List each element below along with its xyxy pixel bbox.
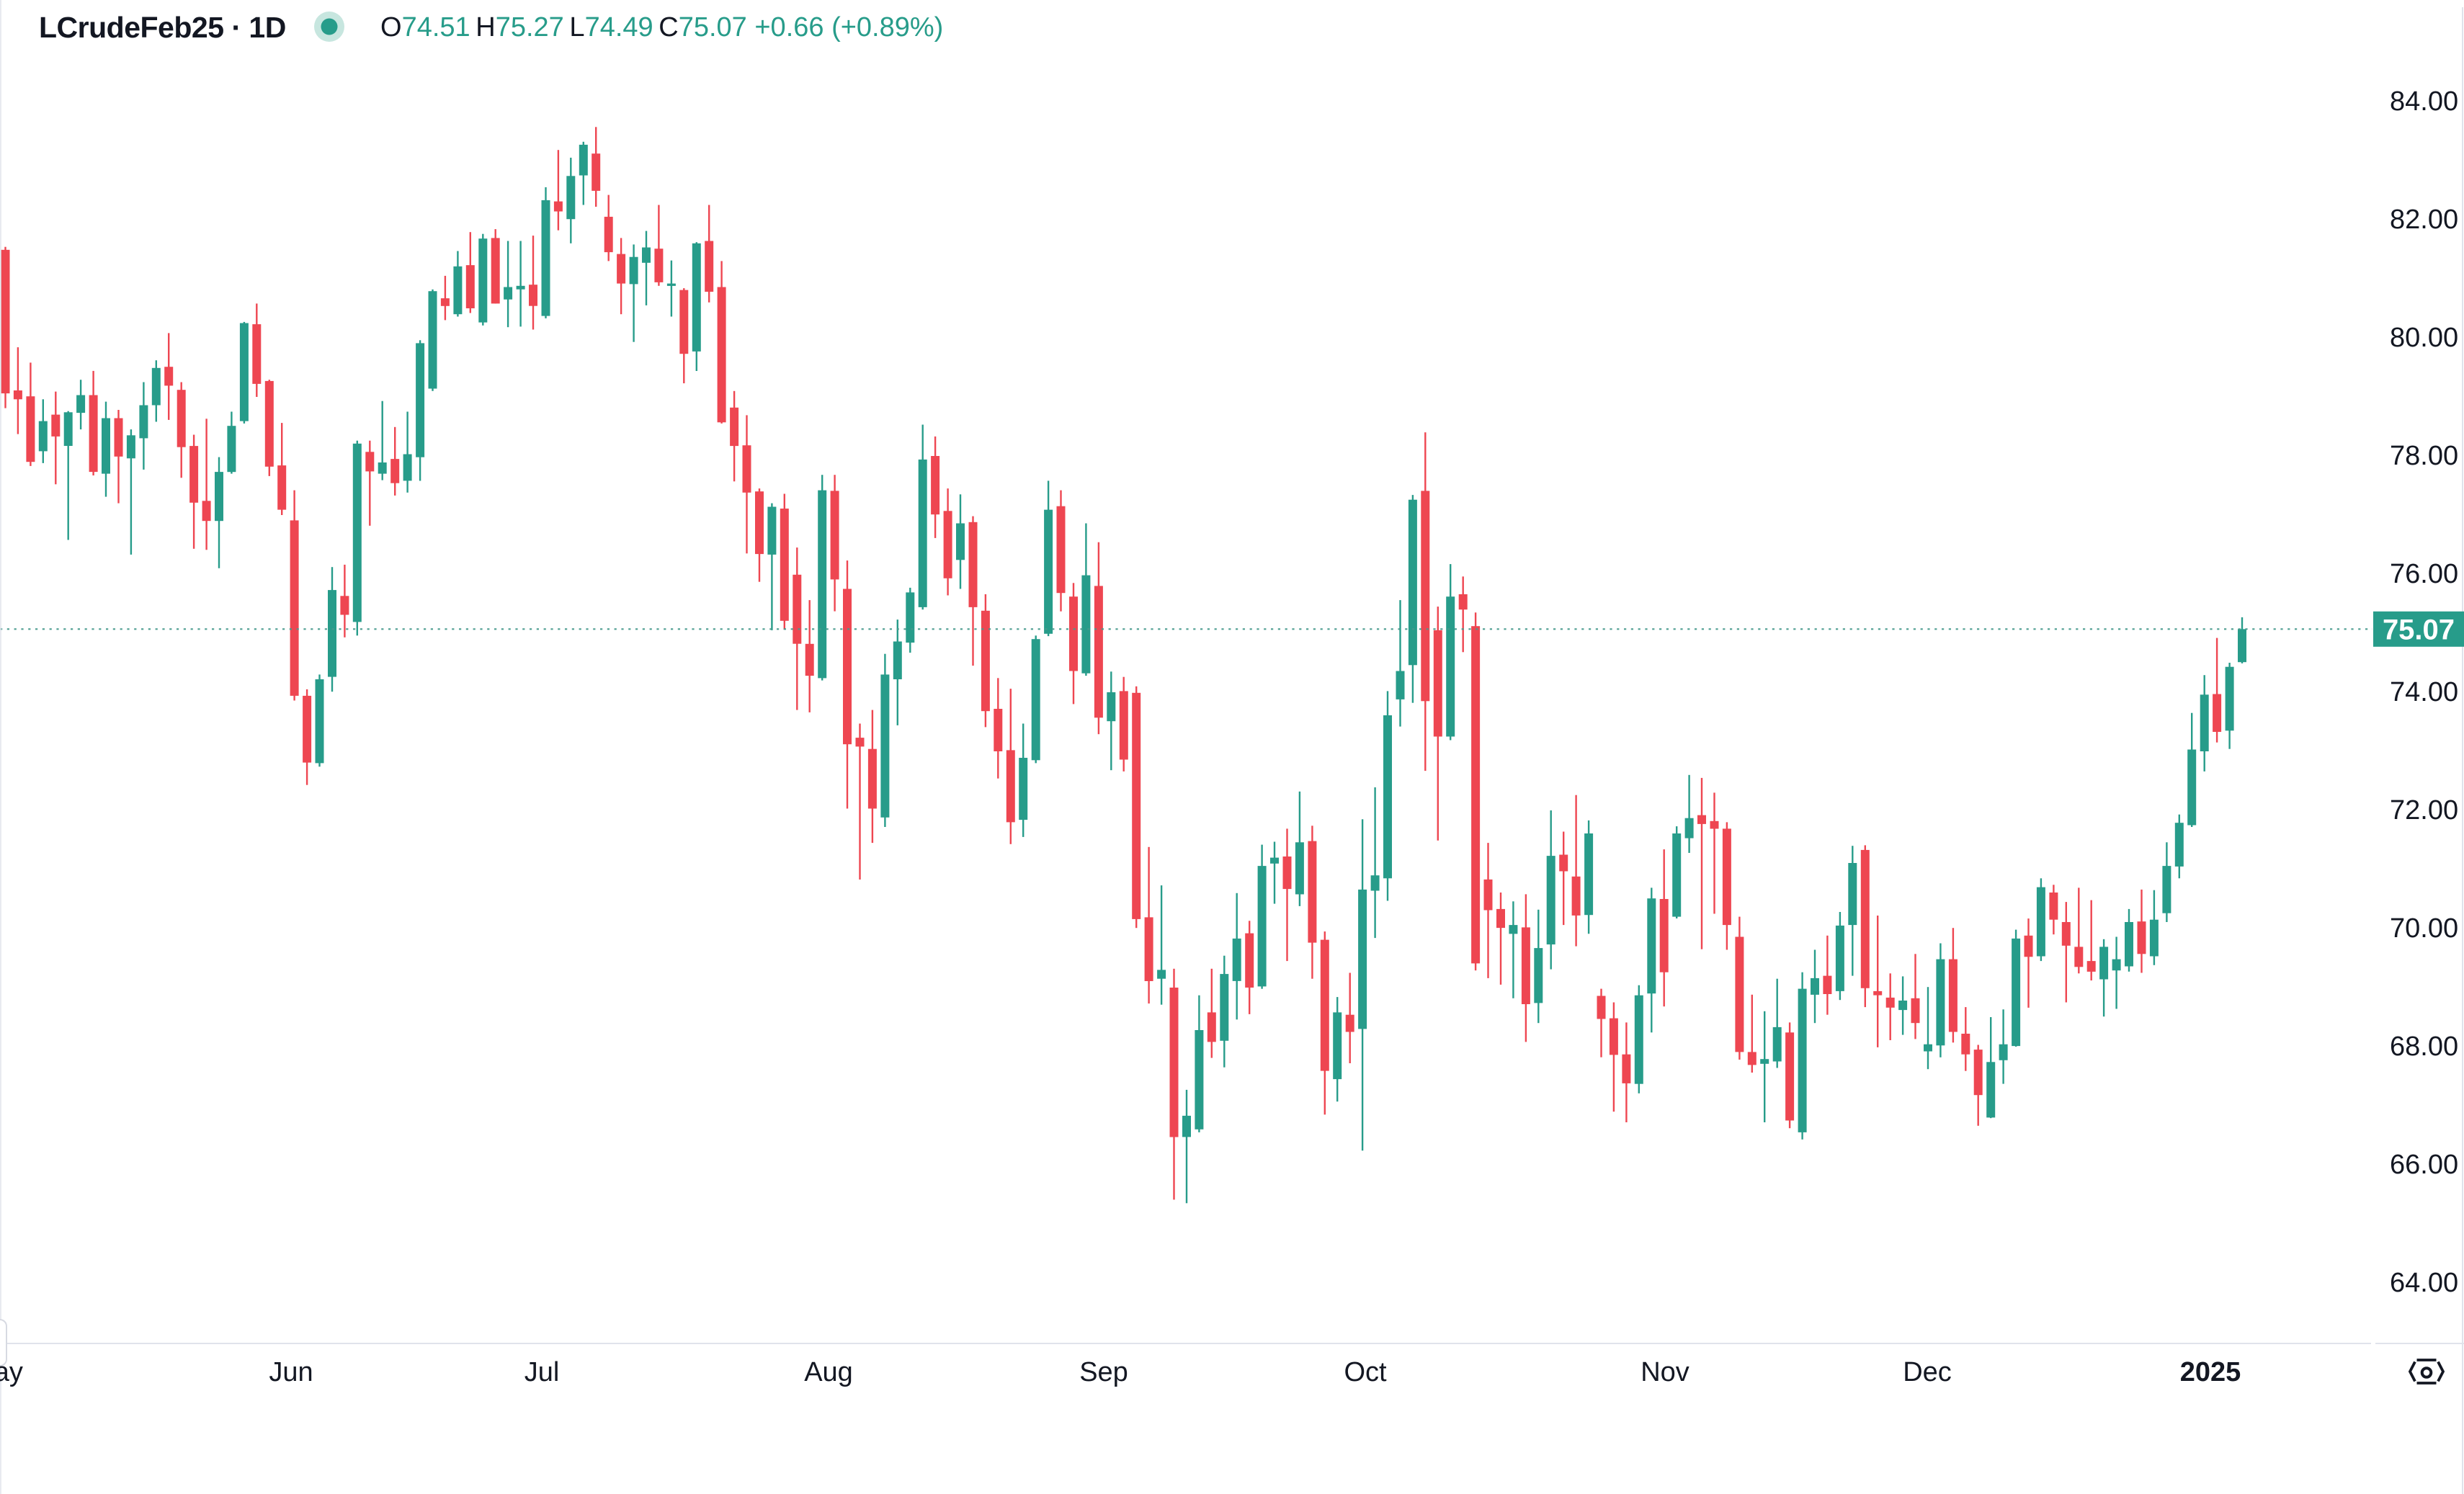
- svg-text:Jul: Jul: [525, 1357, 560, 1387]
- svg-text:2025: 2025: [2180, 1357, 2241, 1387]
- svg-text:70.00: 70.00: [2390, 913, 2458, 944]
- svg-text:82.00: 82.00: [2390, 205, 2458, 235]
- svg-text:76.00: 76.00: [2390, 559, 2458, 589]
- svg-text:68.00: 68.00: [2390, 1032, 2458, 1062]
- svg-text:Dec: Dec: [1903, 1357, 1952, 1387]
- svg-text:May: May: [0, 1357, 23, 1387]
- svg-text:84.00: 84.00: [2390, 86, 2458, 117]
- svg-text:Nov: Nov: [1641, 1357, 1689, 1387]
- svg-text:LCrudeFeb25 · 1D: LCrudeFeb25 · 1D: [39, 11, 286, 44]
- svg-text:Sep: Sep: [1079, 1357, 1128, 1387]
- svg-text:74.00: 74.00: [2390, 677, 2458, 707]
- svg-text:78.00: 78.00: [2390, 441, 2458, 471]
- svg-text:Jun: Jun: [269, 1357, 313, 1387]
- svg-text:Aug: Aug: [804, 1357, 853, 1387]
- svg-text:O74.51 H75.27 L74.49 C75.07 +0: O74.51 H75.27 L74.49 C75.07 +0.66 (+0.89…: [380, 12, 943, 43]
- svg-text:64.00: 64.00: [2390, 1268, 2458, 1298]
- svg-text:66.00: 66.00: [2390, 1150, 2458, 1180]
- svg-text:Oct: Oct: [1344, 1357, 1387, 1387]
- svg-text:72.00: 72.00: [2390, 795, 2458, 826]
- svg-text:80.00: 80.00: [2390, 323, 2458, 353]
- svg-text:75.07: 75.07: [2383, 614, 2455, 645]
